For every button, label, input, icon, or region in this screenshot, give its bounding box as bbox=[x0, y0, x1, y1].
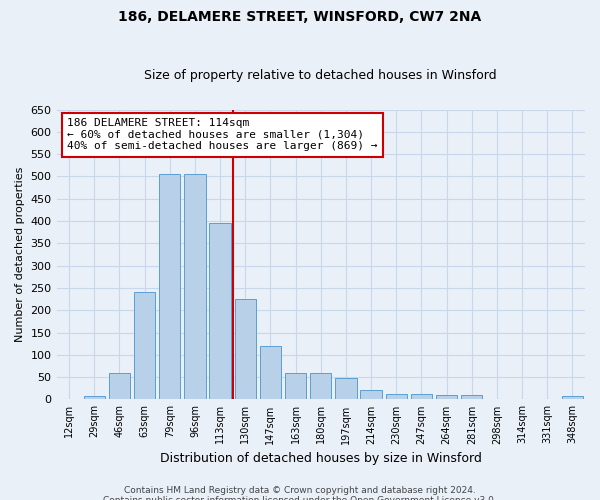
Title: Size of property relative to detached houses in Winsford: Size of property relative to detached ho… bbox=[145, 69, 497, 82]
Bar bbox=[461, 395, 482, 400]
Bar bbox=[335, 378, 356, 400]
Bar bbox=[436, 395, 457, 400]
Bar bbox=[411, 394, 432, 400]
Bar bbox=[109, 372, 130, 400]
Bar bbox=[562, 396, 583, 400]
Bar bbox=[260, 346, 281, 400]
Bar bbox=[386, 394, 407, 400]
X-axis label: Distribution of detached houses by size in Winsford: Distribution of detached houses by size … bbox=[160, 452, 482, 465]
Bar bbox=[209, 224, 231, 400]
Bar bbox=[361, 390, 382, 400]
Bar bbox=[235, 299, 256, 400]
Y-axis label: Number of detached properties: Number of detached properties bbox=[15, 167, 25, 342]
Bar bbox=[511, 398, 533, 400]
Text: 186, DELAMERE STREET, WINSFORD, CW7 2NA: 186, DELAMERE STREET, WINSFORD, CW7 2NA bbox=[118, 10, 482, 24]
Bar bbox=[58, 398, 80, 400]
Bar bbox=[184, 174, 206, 400]
Text: 186 DELAMERE STREET: 114sqm
← 60% of detached houses are smaller (1,304)
40% of : 186 DELAMERE STREET: 114sqm ← 60% of det… bbox=[67, 118, 377, 152]
Bar bbox=[134, 292, 155, 400]
Text: Contains HM Land Registry data © Crown copyright and database right 2024.: Contains HM Land Registry data © Crown c… bbox=[124, 486, 476, 495]
Text: Contains public sector information licensed under the Open Government Licence v3: Contains public sector information licen… bbox=[103, 496, 497, 500]
Bar bbox=[83, 396, 105, 400]
Bar bbox=[159, 174, 181, 400]
Bar bbox=[310, 372, 331, 400]
Bar bbox=[285, 372, 307, 400]
